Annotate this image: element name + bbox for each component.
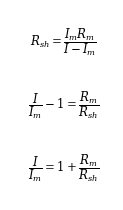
Text: $R_{sh} = \dfrac{I_m R_m}{I - I_m}$: $R_{sh} = \dfrac{I_m R_m}{I - I_m}$ [31,26,97,58]
Text: $\dfrac{I}{I_m} = 1 + \dfrac{R_m}{R_{sh}}$: $\dfrac{I}{I_m} = 1 + \dfrac{R_m}{R_{sh}… [28,152,100,184]
Text: $\dfrac{I}{I_m} - 1 = \dfrac{R_m}{R_{sh}}$: $\dfrac{I}{I_m} - 1 = \dfrac{R_m}{R_{sh}… [28,89,100,121]
